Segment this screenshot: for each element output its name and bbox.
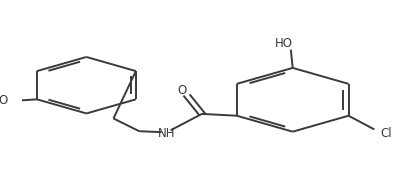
Text: O: O [177, 84, 186, 97]
Text: Cl: Cl [380, 127, 392, 140]
Text: O: O [0, 94, 7, 107]
Text: HO: HO [275, 37, 292, 50]
Text: NH: NH [158, 127, 176, 139]
